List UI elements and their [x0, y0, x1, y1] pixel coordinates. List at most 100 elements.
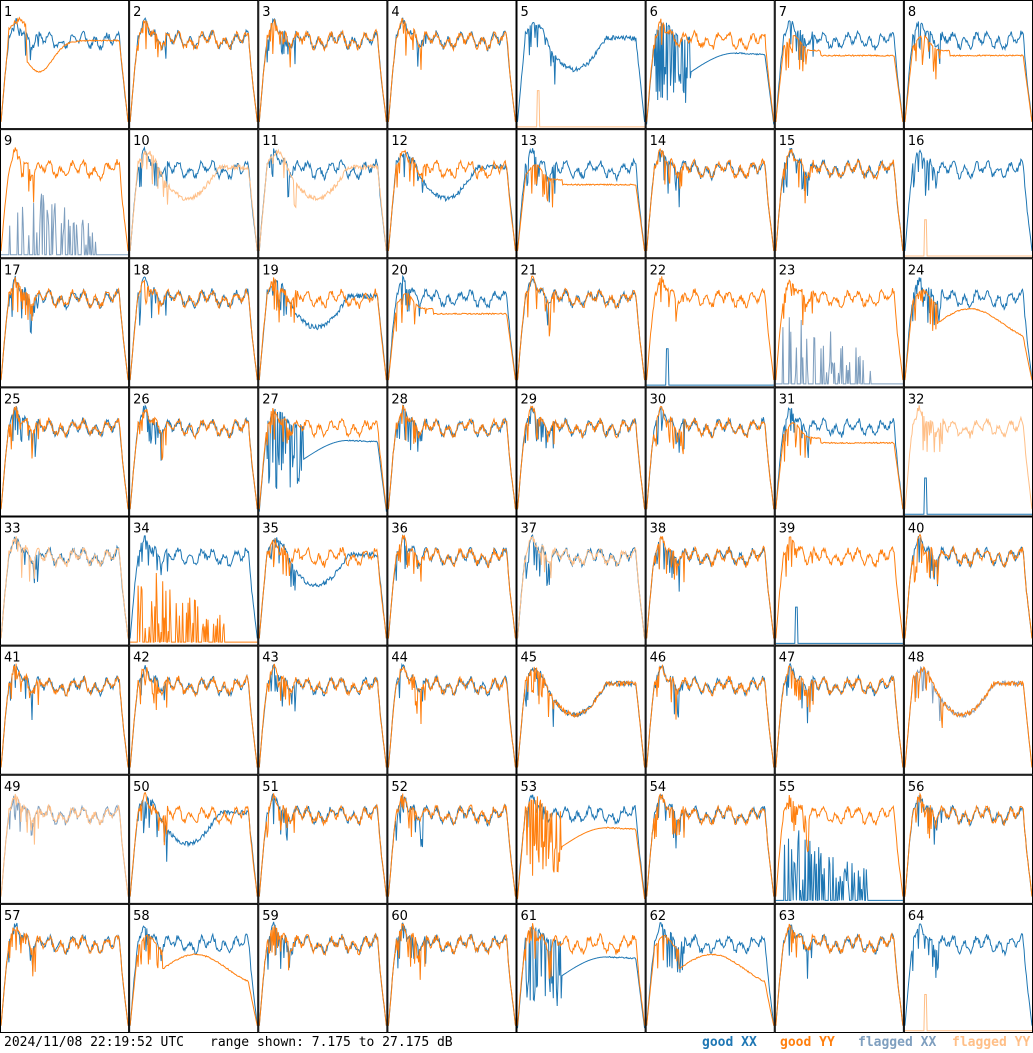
tile-label: 56: [908, 780, 925, 795]
footer: 2024/11/08 22:19:52 UTC range shown: 7.1…: [0, 1033, 1033, 1053]
xx-trace: [129, 795, 258, 897]
yy-trace: [517, 666, 646, 768]
tile-label: 44: [391, 651, 408, 666]
yy-trace: [387, 17, 516, 122]
tile-label: 54: [650, 780, 667, 795]
tile-border: [516, 645, 646, 775]
tile-border: [0, 129, 130, 259]
tile-label: 32: [908, 392, 925, 407]
tile-label: 64: [908, 909, 925, 924]
xx-trace: [129, 146, 258, 252]
tile-8: 8: [903, 0, 1033, 130]
tile-border: [516, 516, 646, 646]
tile-border: [516, 0, 646, 130]
xx-trace: [517, 148, 646, 252]
yy-trace: [646, 148, 775, 252]
tile-29: 29: [516, 387, 646, 517]
yy-trace: [904, 533, 1033, 639]
tile-label: 34: [133, 522, 150, 537]
tile-59: 59: [258, 903, 388, 1033]
tile-label: 43: [262, 651, 279, 666]
xx-trace: [517, 925, 646, 1029]
tile-border: [387, 903, 517, 1033]
xx-trace: [517, 278, 646, 381]
yy-trace: [258, 925, 387, 1026]
tile-58: 58: [129, 903, 259, 1033]
yy-trace: [258, 148, 387, 252]
tile-border: [774, 387, 904, 517]
tile-border: [387, 0, 517, 130]
tile-label: 59: [262, 909, 279, 924]
yy-trace: [904, 288, 1033, 381]
tile-label: 35: [262, 522, 279, 537]
yy-trace: [904, 792, 1033, 897]
yy-trace: [258, 407, 387, 510]
xx-trace: [0, 18, 129, 122]
yy-trace: [775, 536, 904, 639]
tile-46: 46: [645, 645, 775, 775]
tile-border: [774, 258, 904, 388]
tile-30: 30: [645, 387, 775, 517]
tile-border: [774, 903, 904, 1033]
tile-33: 33: [0, 516, 130, 646]
xx-trace: [387, 151, 516, 252]
xx-trace: [0, 405, 129, 510]
xx-trace: [387, 534, 516, 639]
tile-label: 23: [779, 263, 796, 278]
tile-border: [258, 129, 388, 259]
yy-trace: [0, 536, 129, 639]
tile-label: 62: [650, 909, 667, 924]
xx-trace: [387, 274, 516, 381]
xx-trace: [387, 922, 516, 1026]
tile-label: 9: [4, 134, 12, 149]
tile-label: 51: [262, 780, 279, 795]
tile-label: 7: [779, 5, 787, 20]
tile-label: 15: [779, 134, 796, 149]
tile-label: 41: [4, 651, 21, 666]
xx-trace: [775, 830, 903, 901]
tile-label: 40: [908, 522, 925, 537]
tile-28: 28: [387, 387, 517, 517]
tile-13: 13: [516, 129, 646, 259]
tile-41: 41: [0, 645, 130, 775]
tile-border: [516, 903, 646, 1033]
yy-trace: [129, 150, 258, 252]
yy-trace: [258, 19, 387, 122]
tile-label: 5: [521, 5, 529, 20]
xx-trace: [775, 148, 904, 252]
tile-2: 2: [129, 0, 259, 130]
yy-trace: [0, 793, 129, 897]
tile-label: 61: [521, 909, 538, 924]
tile-label: 21: [521, 263, 538, 278]
xx-trace: [646, 22, 775, 125]
xx-trace: [904, 21, 1033, 122]
tile-label: 37: [521, 522, 538, 537]
tile-border: [645, 774, 775, 904]
yy-trace: [0, 16, 129, 122]
xx-trace: [775, 924, 904, 1026]
tile-border: [0, 645, 130, 775]
xx-trace: [517, 534, 646, 639]
yy-trace: [129, 408, 258, 510]
yy-trace: [517, 90, 645, 128]
tile-34: 34: [129, 516, 259, 646]
yy-trace: [646, 663, 775, 768]
yy-trace: [387, 404, 516, 510]
xx-trace: [1, 193, 129, 256]
tile-14: 14: [645, 129, 775, 259]
tile-label: 57: [4, 909, 21, 924]
xx-trace: [646, 536, 775, 639]
xx-trace: [775, 606, 903, 644]
tile-21: 21: [516, 258, 646, 388]
yy-trace: [904, 665, 1033, 768]
tile-label: 33: [4, 522, 21, 537]
xx-trace: [646, 922, 775, 1026]
tile-border: [129, 774, 259, 904]
tile-label: 26: [133, 392, 150, 407]
tile-5: 5: [516, 0, 646, 130]
tile-label: 49: [4, 780, 21, 795]
yy-trace: [258, 277, 387, 381]
tile-51: 51: [258, 774, 388, 904]
xx-trace: [258, 664, 387, 768]
tile-53: 53: [516, 774, 646, 904]
